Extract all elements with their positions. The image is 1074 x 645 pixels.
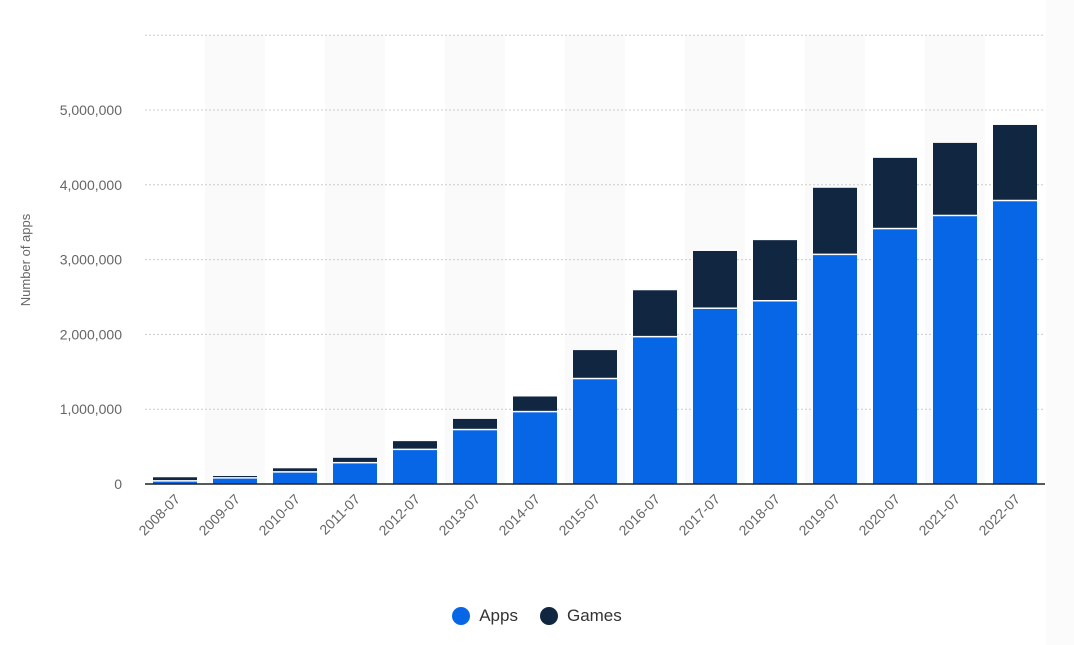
x-tick-label: 2013-07 xyxy=(435,491,483,539)
bar-games[interactable] xyxy=(513,396,557,411)
bar-apps[interactable] xyxy=(393,450,437,484)
y-axis-ticks: 0 1,000,000 2,000,000 3,000,000 4,000,000 5,0… xyxy=(60,102,123,492)
bar-games[interactable] xyxy=(453,418,497,429)
y-tick-label: 5,000,000 xyxy=(60,102,122,118)
x-tick-label: 2018-07 xyxy=(735,491,783,539)
legend-item-apps[interactable]: Apps xyxy=(452,606,518,626)
x-tick-label: 2014-07 xyxy=(495,491,543,539)
bar-games[interactable] xyxy=(153,477,197,481)
x-tick-label: 2019-07 xyxy=(795,491,843,539)
x-tick-label: 2020-07 xyxy=(855,491,903,539)
x-tick-label: 2009-07 xyxy=(195,491,243,539)
y-tick-label: 2,000,000 xyxy=(60,326,122,342)
bar-apps[interactable] xyxy=(633,337,677,484)
bar-apps[interactable] xyxy=(753,301,797,484)
bar-apps[interactable] xyxy=(273,472,317,484)
bar-games[interactable] xyxy=(633,290,677,336)
bar-apps[interactable] xyxy=(933,216,977,484)
x-tick-label: 2021-07 xyxy=(915,491,963,539)
legend-label: Games xyxy=(566,606,622,625)
y-tick-label: 1,000,000 xyxy=(60,401,122,417)
side-panel xyxy=(1046,0,1074,645)
x-tick-label: 2010-07 xyxy=(255,491,303,539)
x-tick-label: 2015-07 xyxy=(555,491,603,539)
bar-apps[interactable] xyxy=(153,481,197,484)
bar-games[interactable] xyxy=(213,475,257,478)
y-tick-label: 4,000,000 xyxy=(60,177,122,193)
bar-apps[interactable] xyxy=(813,255,857,484)
bar-games[interactable] xyxy=(813,187,857,254)
bar-apps[interactable] xyxy=(573,379,617,484)
bar-games[interactable] xyxy=(933,142,977,215)
games-swatch-icon xyxy=(539,607,558,625)
bar-games[interactable] xyxy=(753,240,797,300)
bar-games[interactable] xyxy=(273,468,317,472)
y-axis-label: Number of apps xyxy=(18,213,33,306)
bar-games[interactable] xyxy=(393,441,437,449)
bar-games[interactable] xyxy=(693,250,737,308)
bar-apps[interactable] xyxy=(513,412,557,484)
bar-games[interactable] xyxy=(873,157,917,228)
x-axis-ticks: 2008-07 2009-07 2010-07 2011-07 2012-07 2013-… xyxy=(135,491,1023,539)
y-tick-label: 3,000,000 xyxy=(60,252,122,268)
bar-apps[interactable] xyxy=(993,201,1037,485)
x-tick-label: 2011-07 xyxy=(316,491,363,538)
x-tick-label: 2008-07 xyxy=(135,491,183,539)
x-tick-label: 2022-07 xyxy=(975,491,1023,539)
apps-swatch-icon xyxy=(452,607,471,625)
legend-item-games[interactable]: Games xyxy=(539,606,622,626)
bar-apps[interactable] xyxy=(213,478,257,484)
x-tick-label: 2017-07 xyxy=(675,491,723,539)
y-tick-label: 0 xyxy=(114,476,122,492)
bar-apps[interactable] xyxy=(453,430,497,484)
bar-games[interactable] xyxy=(993,124,1037,200)
legend: Apps Games xyxy=(0,606,1074,626)
bars xyxy=(153,124,1037,485)
x-tick-label: 2016-07 xyxy=(615,491,663,539)
x-tick-label: 2012-07 xyxy=(375,491,423,539)
legend-label: Apps xyxy=(479,606,518,625)
bar-games[interactable] xyxy=(333,457,377,462)
bar-apps[interactable] xyxy=(873,229,917,484)
bar-games[interactable] xyxy=(573,350,617,378)
bar-apps[interactable] xyxy=(333,463,377,484)
bar-apps[interactable] xyxy=(693,308,737,484)
